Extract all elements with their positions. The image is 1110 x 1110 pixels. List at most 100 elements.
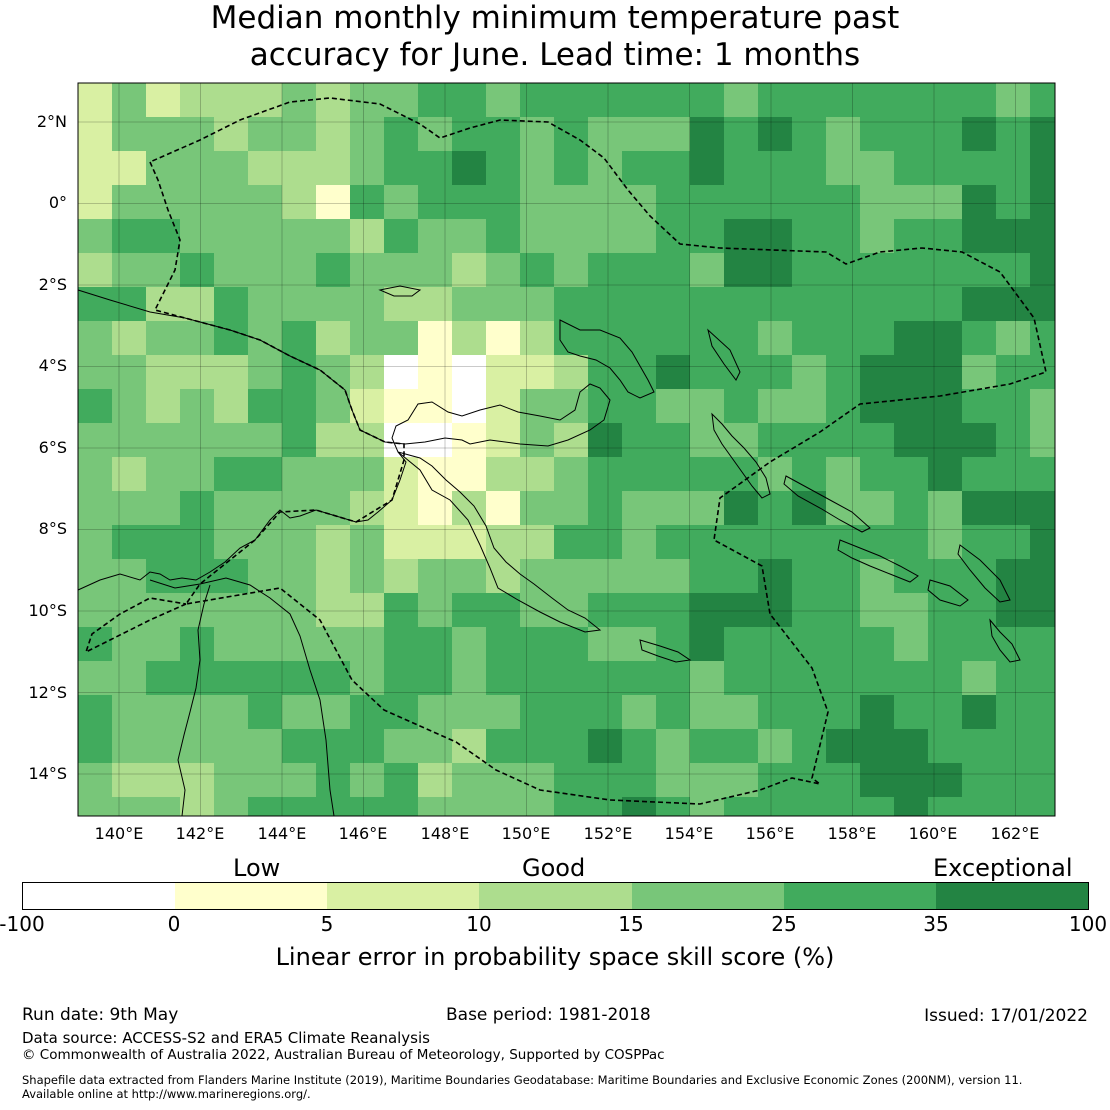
skill-cell bbox=[928, 729, 962, 763]
colorbar-tick: 35 bbox=[923, 912, 949, 936]
skill-cell bbox=[622, 525, 656, 559]
skill-cell bbox=[690, 389, 724, 423]
lat-label: 4°S bbox=[38, 356, 67, 375]
skill-cell bbox=[214, 219, 248, 253]
skill-cell bbox=[860, 593, 894, 627]
skill-cell bbox=[520, 151, 554, 185]
skill-cell bbox=[690, 559, 724, 593]
aus-png-boundary bbox=[84, 597, 187, 654]
skill-cell bbox=[724, 287, 758, 321]
skill-cell bbox=[282, 423, 316, 457]
skill-cell bbox=[146, 729, 180, 763]
skill-cell bbox=[962, 287, 996, 321]
skill-cell bbox=[724, 185, 758, 219]
skill-cell bbox=[656, 593, 690, 627]
skill-cell bbox=[588, 457, 622, 491]
skill-cell bbox=[112, 321, 146, 355]
skill-cell bbox=[690, 457, 724, 491]
lon-label: 160°E bbox=[908, 824, 958, 843]
skill-cell bbox=[1030, 457, 1055, 491]
skill-cell bbox=[1030, 355, 1055, 389]
skill-cell bbox=[486, 695, 520, 729]
skill-cell bbox=[520, 525, 554, 559]
skill-cell bbox=[758, 117, 792, 151]
skill-cell bbox=[384, 219, 418, 253]
skill-cell bbox=[656, 797, 690, 816]
skill-cell bbox=[78, 729, 112, 763]
skill-cell bbox=[724, 593, 758, 627]
skill-cell bbox=[520, 185, 554, 219]
skill-cell bbox=[996, 729, 1030, 763]
skill-cell bbox=[180, 117, 214, 151]
skill-cell bbox=[384, 389, 418, 423]
skill-cell bbox=[928, 627, 962, 661]
skill-cell bbox=[384, 763, 418, 797]
skill-cell bbox=[452, 729, 486, 763]
skill-cell bbox=[690, 661, 724, 695]
skill-cell bbox=[928, 151, 962, 185]
skill-cell bbox=[350, 287, 384, 321]
skill-cell bbox=[180, 593, 214, 627]
skill-cell bbox=[78, 287, 112, 321]
vanuatu-coastline bbox=[989, 618, 1021, 663]
skill-cell bbox=[384, 593, 418, 627]
skill-cell bbox=[792, 729, 826, 763]
skill-cell bbox=[792, 627, 826, 661]
skill-cell bbox=[486, 491, 520, 525]
skill-cell bbox=[962, 661, 996, 695]
skill-cell bbox=[894, 593, 928, 627]
skill-cell bbox=[622, 321, 656, 355]
skill-cell bbox=[656, 559, 690, 593]
skill-cell bbox=[996, 797, 1030, 816]
skill-cell bbox=[656, 321, 690, 355]
skill-cell bbox=[860, 627, 894, 661]
skill-cell bbox=[520, 321, 554, 355]
skill-cell bbox=[996, 219, 1030, 253]
colorbar-tick: 100 bbox=[1068, 912, 1108, 936]
skill-cell bbox=[894, 797, 928, 816]
skill-cell bbox=[894, 627, 928, 661]
colorbar-swatch bbox=[327, 883, 480, 909]
skill-cell bbox=[112, 389, 146, 423]
skill-cell bbox=[350, 593, 384, 627]
skill-cell bbox=[860, 559, 894, 593]
skill-cell bbox=[146, 763, 180, 797]
skill-cell bbox=[996, 661, 1030, 695]
skill-cell bbox=[588, 593, 622, 627]
skill-cell bbox=[248, 797, 282, 816]
skill-cell bbox=[78, 253, 112, 287]
skill-cell bbox=[826, 729, 860, 763]
skill-cell bbox=[248, 83, 282, 117]
solomons-coastline-3 bbox=[927, 579, 969, 607]
skill-cell bbox=[724, 559, 758, 593]
skill-cell bbox=[656, 525, 690, 559]
skill-cell bbox=[554, 763, 588, 797]
skill-cell bbox=[1030, 287, 1055, 321]
skill-cell bbox=[894, 729, 928, 763]
skill-cell bbox=[78, 321, 112, 355]
skill-cell bbox=[214, 559, 248, 593]
skill-cell bbox=[860, 219, 894, 253]
skill-cell bbox=[588, 627, 622, 661]
skill-cell bbox=[860, 355, 894, 389]
skill-cell bbox=[316, 559, 350, 593]
skill-cell bbox=[622, 695, 656, 729]
skill-cell bbox=[588, 219, 622, 253]
skill-cell bbox=[724, 219, 758, 253]
skill-cell bbox=[758, 729, 792, 763]
skill-cell bbox=[792, 423, 826, 457]
skill-cell bbox=[588, 695, 622, 729]
skill-cell bbox=[826, 627, 860, 661]
skill-cell bbox=[690, 423, 724, 457]
skill-cell bbox=[792, 593, 826, 627]
skill-cell bbox=[656, 729, 690, 763]
skill-cell bbox=[622, 253, 656, 287]
skill-cell bbox=[214, 389, 248, 423]
skill-cell bbox=[826, 389, 860, 423]
skill-cell bbox=[1030, 593, 1055, 627]
skill-cell bbox=[146, 797, 180, 816]
skill-cell bbox=[486, 763, 520, 797]
skill-cell bbox=[588, 763, 622, 797]
skill-cell bbox=[894, 389, 928, 423]
skill-cell bbox=[554, 627, 588, 661]
